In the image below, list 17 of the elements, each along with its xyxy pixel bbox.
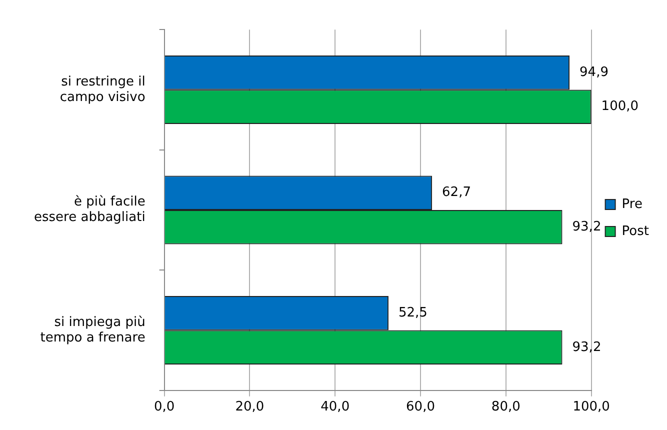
x-tick-label: 40,0	[320, 400, 350, 415]
data-label: 93,2	[572, 340, 602, 355]
data-label: 62,7	[442, 185, 471, 200]
data-label: 93,2	[572, 220, 602, 235]
data-label: 52,5	[398, 306, 428, 321]
y-tick-label: si restringe il campo visivo	[60, 74, 146, 105]
x-tick-label: 80,0	[491, 400, 520, 415]
y-tick-label: si impiega più tempo a frenare	[40, 314, 146, 346]
data-label: 94,9	[580, 64, 608, 80]
x-tick-label: 20,0	[235, 400, 264, 415]
x-tick-label: 60,0	[406, 400, 435, 415]
legend-label: Pre	[622, 196, 642, 212]
y-tick-label: è più facile essere abbagliati	[34, 194, 146, 226]
legend-label: Post	[622, 224, 650, 239]
x-tick-label: 100,0	[572, 400, 610, 415]
data-label: 100,0	[601, 99, 639, 114]
x-tick-label: 0,0	[154, 400, 175, 415]
